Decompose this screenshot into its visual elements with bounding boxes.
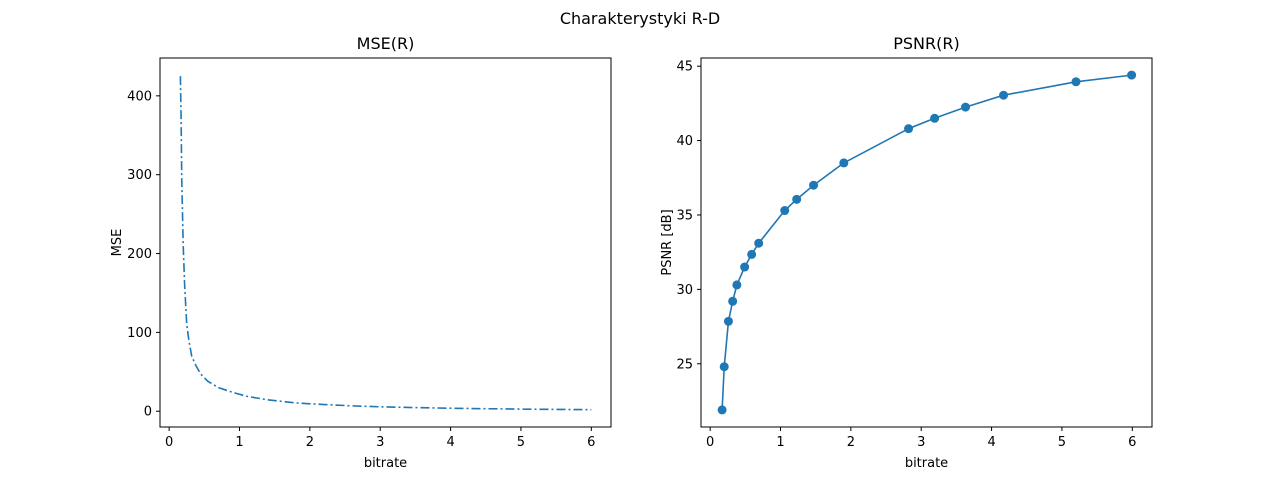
mse-y-tick-label: 0 <box>144 405 152 420</box>
psnr-y-tick-label: 40 <box>676 134 693 149</box>
psnr-y-tick-label: 30 <box>676 283 693 298</box>
mse-y-ticks: 0 100 200 300 400 <box>127 89 160 420</box>
psnr-data-point <box>728 296 738 306</box>
psnr-x-tick-label: 1 <box>776 435 784 450</box>
psnr-data-point <box>754 238 764 248</box>
psnr-y-tick-label: 45 <box>676 60 693 75</box>
psnr-data-point <box>717 405 727 415</box>
psnr-data-point <box>719 362 729 372</box>
psnr-x-tick-label: 0 <box>706 435 714 450</box>
psnr-x-ticks: 0 1 2 3 4 5 6 <box>706 427 1136 450</box>
psnr-data-point <box>999 90 1009 100</box>
mse-x-tick-label: 5 <box>517 435 525 450</box>
mse-plot-area <box>179 76 592 411</box>
mse-y-tick-label: 300 <box>127 168 152 183</box>
psnr-x-tick-label: 3 <box>917 435 925 450</box>
mse-plot-frame <box>159 57 612 428</box>
mse-x-tick-label: 1 <box>235 435 243 450</box>
mse-y-tick-label: 400 <box>127 89 152 104</box>
mse-x-axis-label: bitrate <box>364 456 407 471</box>
psnr-data-point <box>930 113 940 123</box>
psnr-series-line <box>721 74 1132 410</box>
psnr-x-axis-label: bitrate <box>905 456 948 471</box>
mse-x-tick-label: 2 <box>306 435 314 450</box>
mse-y-tick-label: 200 <box>127 247 152 262</box>
psnr-y-tick-label: 25 <box>676 357 693 372</box>
psnr-data-point <box>740 262 750 272</box>
mse-y-axis-label: MSE <box>110 229 125 257</box>
psnr-y-ticks: 25 30 35 40 45 <box>676 60 701 372</box>
psnr-x-tick-label: 4 <box>987 435 995 450</box>
psnr-data-point <box>780 206 790 216</box>
mse-x-ticks: 0 1 2 3 4 5 6 <box>165 427 595 450</box>
psnr-x-tick-label: 2 <box>847 435 855 450</box>
psnr-data-point <box>792 194 802 204</box>
psnr-data-point <box>723 316 733 326</box>
figure-suptitle: Charakterystyki R-D <box>560 9 720 28</box>
mse-plot-title: MSE(R) <box>357 34 415 53</box>
psnr-plot-title: PSNR(R) <box>893 34 960 53</box>
psnr-data-point <box>904 124 914 134</box>
mse-x-tick-label: 3 <box>376 435 384 450</box>
psnr-data-point <box>961 102 971 112</box>
psnr-plot-area <box>717 70 1137 415</box>
mse-x-tick-label: 0 <box>165 435 173 450</box>
mse-series-line <box>179 76 592 411</box>
mse-x-tick-label: 4 <box>446 435 454 450</box>
psnr-plot-frame <box>700 57 1153 428</box>
psnr-data-point <box>839 158 849 168</box>
mse-y-tick-label: 100 <box>127 326 152 341</box>
mse-x-tick-label: 6 <box>587 435 595 450</box>
mse-plot: MSE(R) 0 1 2 3 4 5 6 0 100 200 300 400 bitrate MSE <box>110 34 612 471</box>
psnr-data-point <box>732 280 742 290</box>
psnr-data-point <box>809 180 819 190</box>
psnr-data-point <box>747 249 757 259</box>
psnr-data-point <box>1071 77 1081 87</box>
psnr-x-tick-label: 6 <box>1128 435 1136 450</box>
psnr-data-point <box>1127 70 1137 80</box>
psnr-x-tick-label: 5 <box>1058 435 1066 450</box>
psnr-y-tick-label: 35 <box>676 208 693 223</box>
psnr-y-axis-label: PSNR [dB] <box>660 209 675 275</box>
